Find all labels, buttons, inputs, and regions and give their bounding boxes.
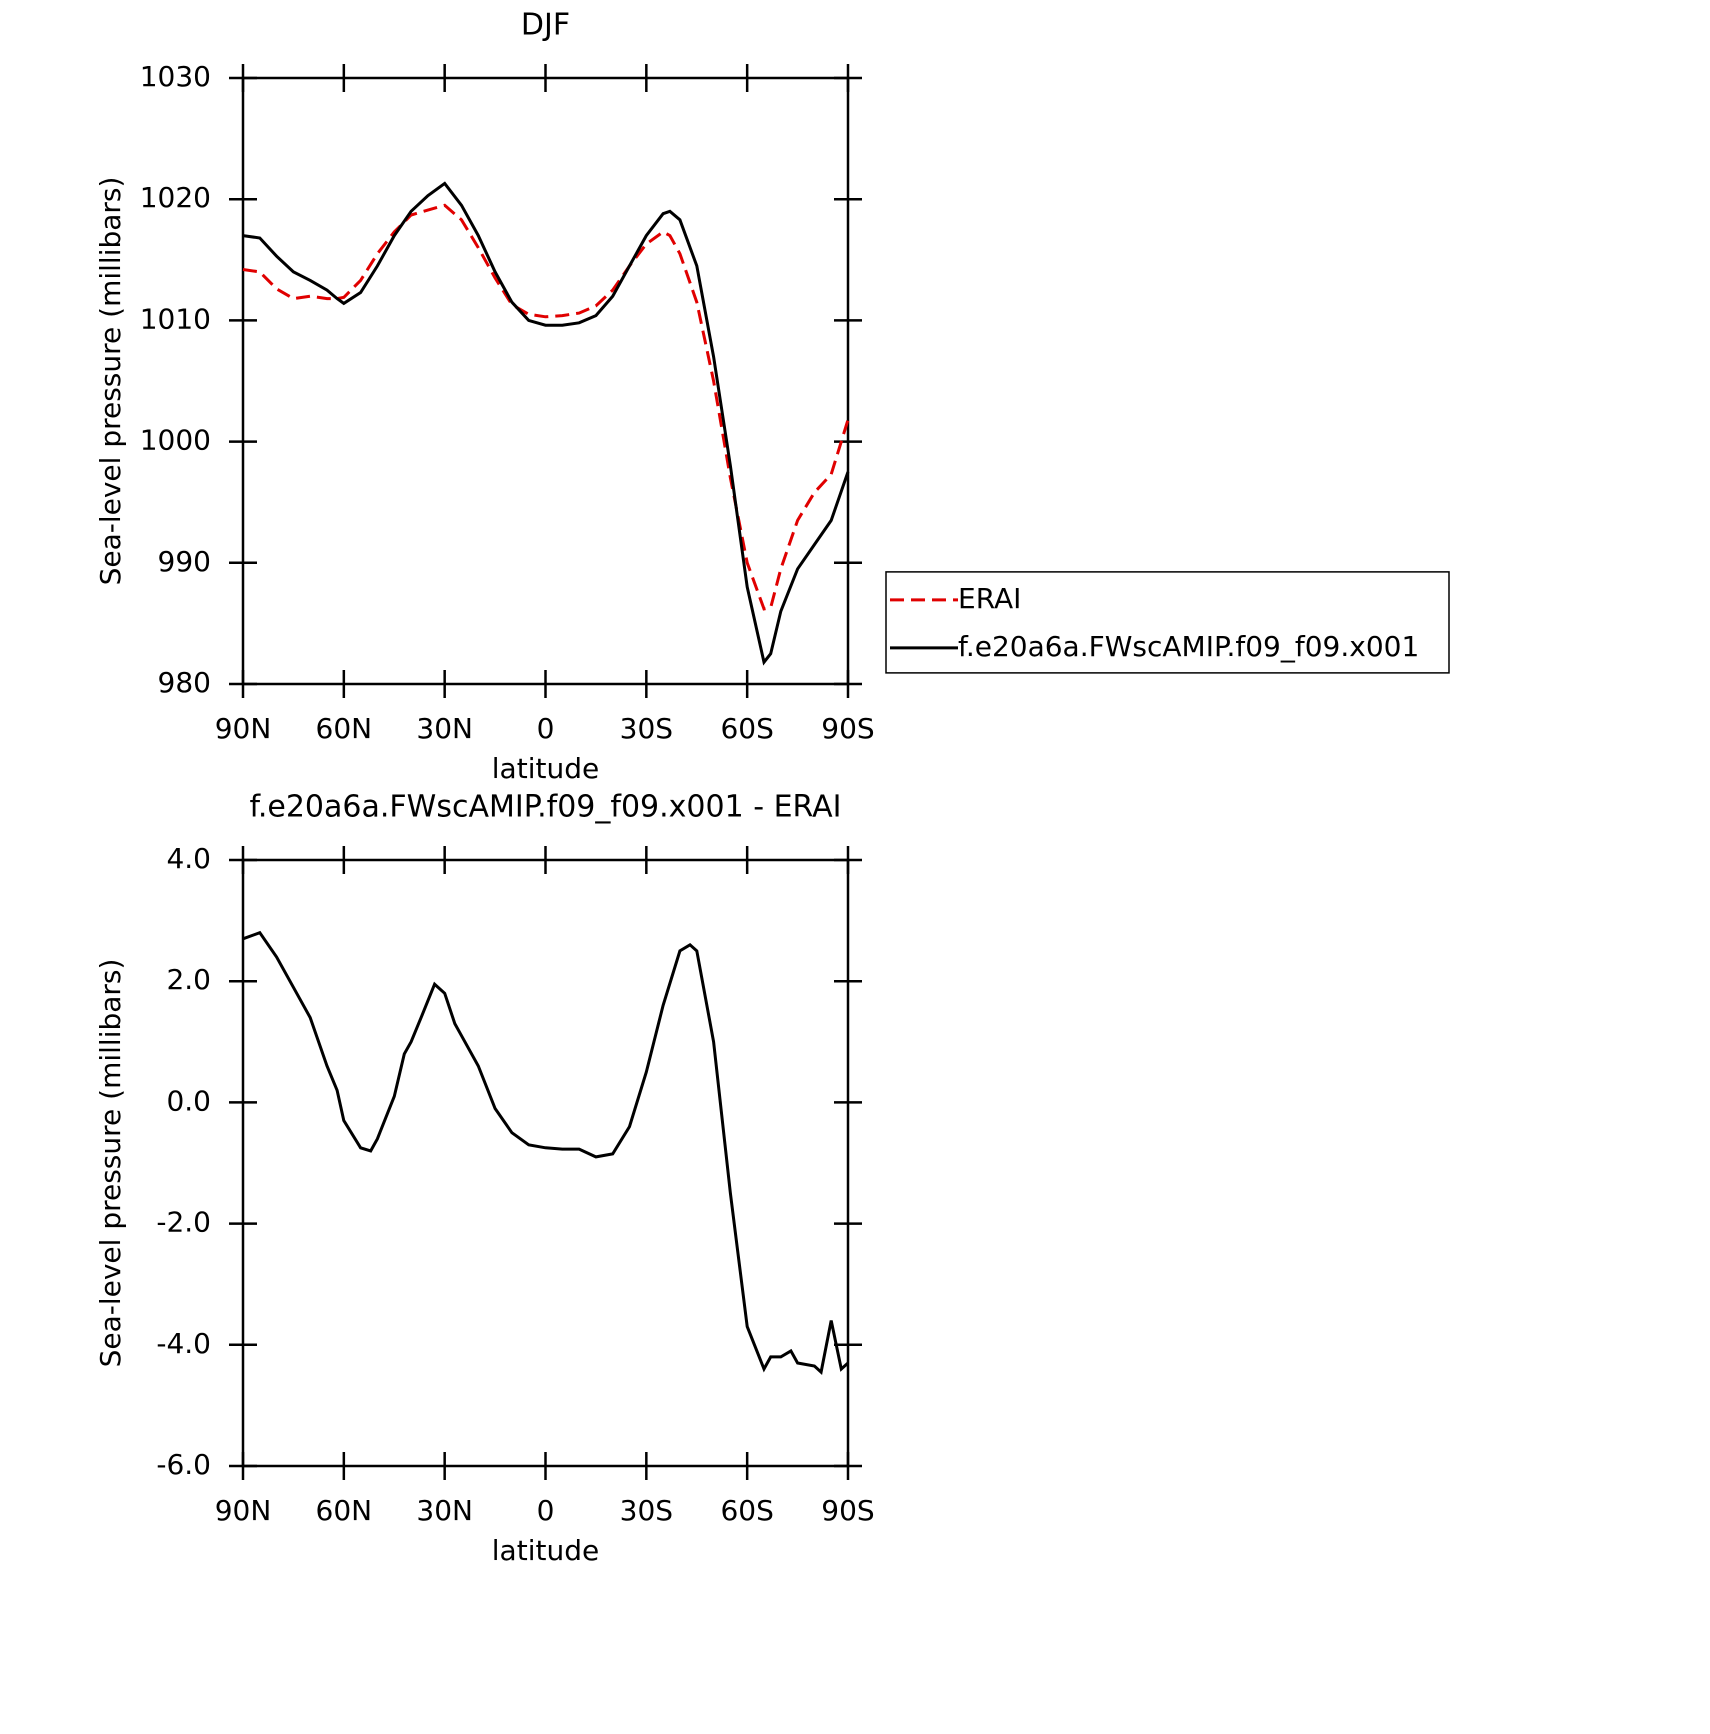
legend-label: ERAI [958,582,1021,615]
y-axis-label: Sea-level pressure (millibars) [94,959,127,1368]
chart-title: DJF [521,8,570,43]
x-tick-label: 30N [416,1494,473,1527]
plot-frame [241,76,850,686]
x-tick-label: 30N [416,712,473,745]
data-line [242,930,850,1376]
data-line [242,203,850,611]
x-tick-label: 60N [316,712,373,745]
y-tick-label: 1000 [140,424,211,457]
y-tick-label: 2.0 [166,963,211,996]
data-line [242,181,850,666]
y-tick-label: 1030 [140,60,211,93]
x-tick-label: 90S [821,712,874,745]
x-tick-label: 30S [620,712,673,745]
x-tick-label: 30S [620,1494,673,1527]
x-tick-label: 0 [537,1494,555,1527]
chart-title: f.e20a6a.FWscAMIP.f09_f09.x001 - ERAI [249,790,841,825]
x-tick-label: 90S [821,1494,874,1527]
y-tick-label: -4.0 [156,1327,211,1360]
plot-frame [241,858,850,1468]
x-tick-label: 90N [215,1494,272,1527]
x-tick-label: 60S [720,1494,773,1527]
x-tick-label: 90N [215,712,272,745]
x-axis-label: latitude [492,1534,599,1567]
y-tick-label: 1020 [140,181,211,214]
legend-label: f.e20a6a.FWscAMIP.f09_f09.x001 [958,630,1419,663]
y-tick-label: 990 [158,545,211,578]
y-tick-label: 1010 [140,302,211,335]
y-axis-label: Sea-level pressure (millibars) [94,177,127,586]
legend-box [885,571,1450,674]
x-tick-label: 60N [316,1494,373,1527]
y-tick-label: -2.0 [156,1206,211,1239]
y-tick-label: 980 [158,666,211,699]
x-tick-label: 0 [537,712,555,745]
y-tick-label: 0.0 [166,1084,211,1117]
y-tick-label: 4.0 [166,842,211,875]
x-tick-label: 60S [720,712,773,745]
x-axis-label: latitude [492,752,599,785]
y-tick-label: -6.0 [156,1448,211,1481]
